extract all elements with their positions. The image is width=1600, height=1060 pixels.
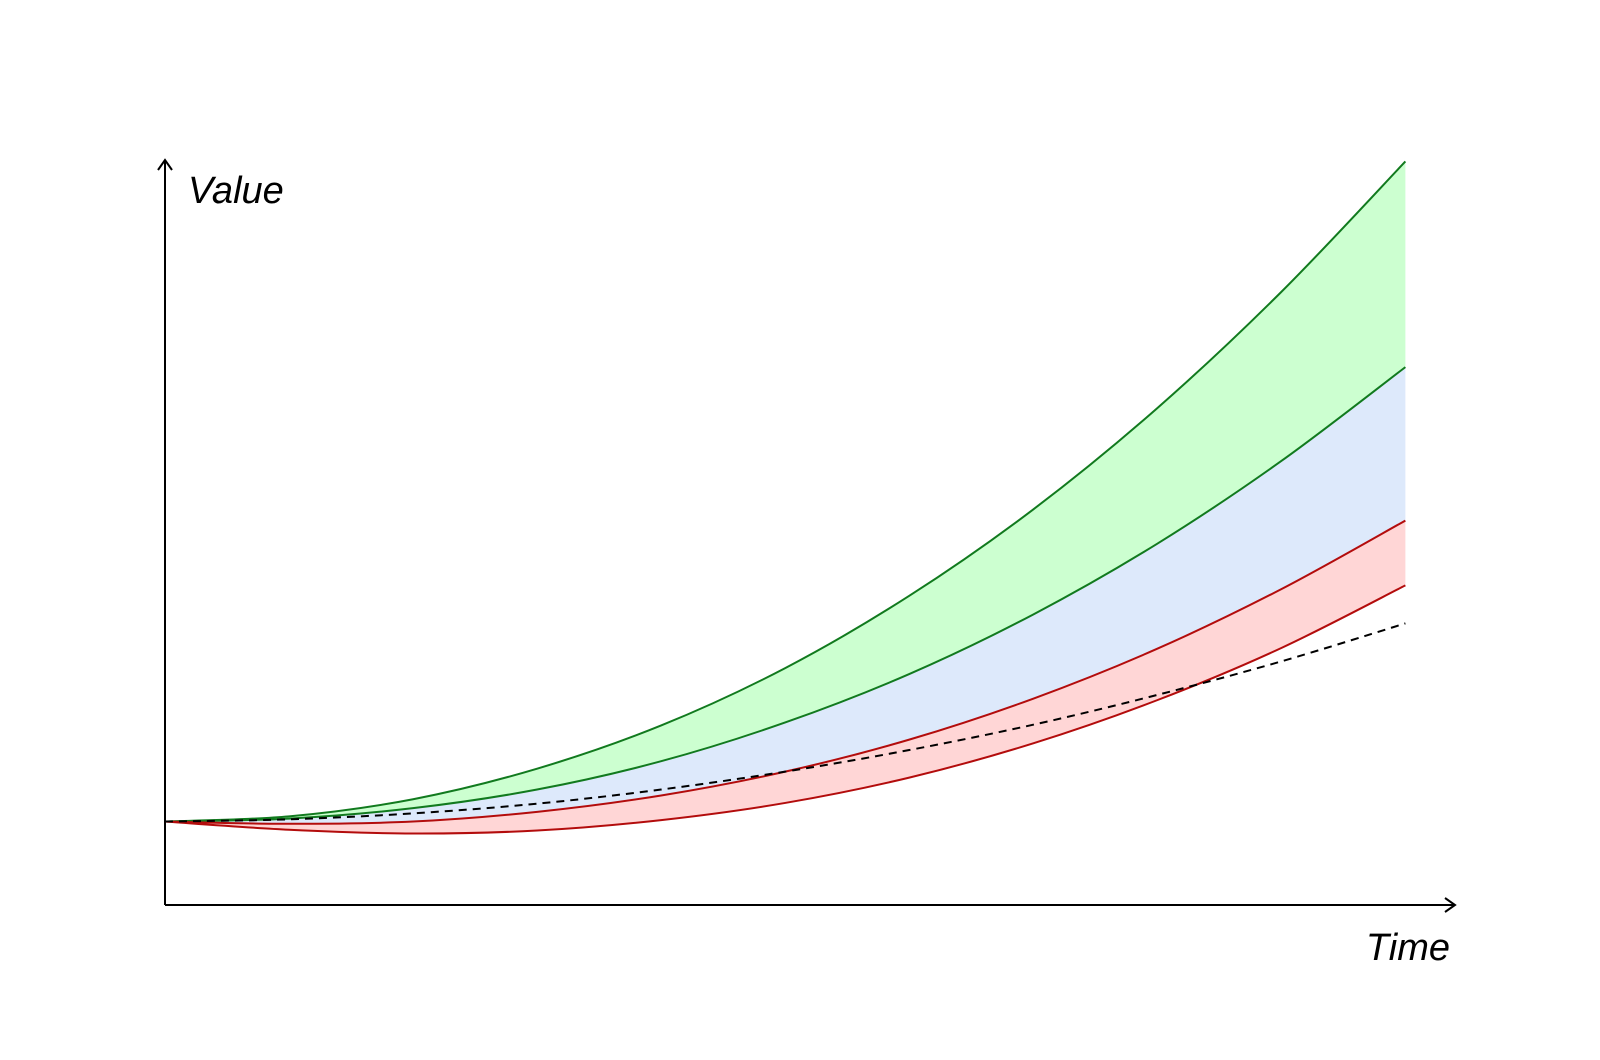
y-axis-label: Value [188, 170, 284, 212]
plot-area [164, 160, 1407, 835]
band [165, 367, 1406, 824]
x-axis-label: Time [1366, 927, 1450, 969]
line [164, 366, 1406, 823]
axes [157, 158, 1457, 913]
dashed-line [164, 622, 1406, 823]
band [165, 161, 1406, 822]
band [165, 520, 1406, 834]
line [164, 160, 1407, 823]
y-axis-arrow [157, 158, 173, 171]
x-axis-arrow [1444, 897, 1457, 913]
